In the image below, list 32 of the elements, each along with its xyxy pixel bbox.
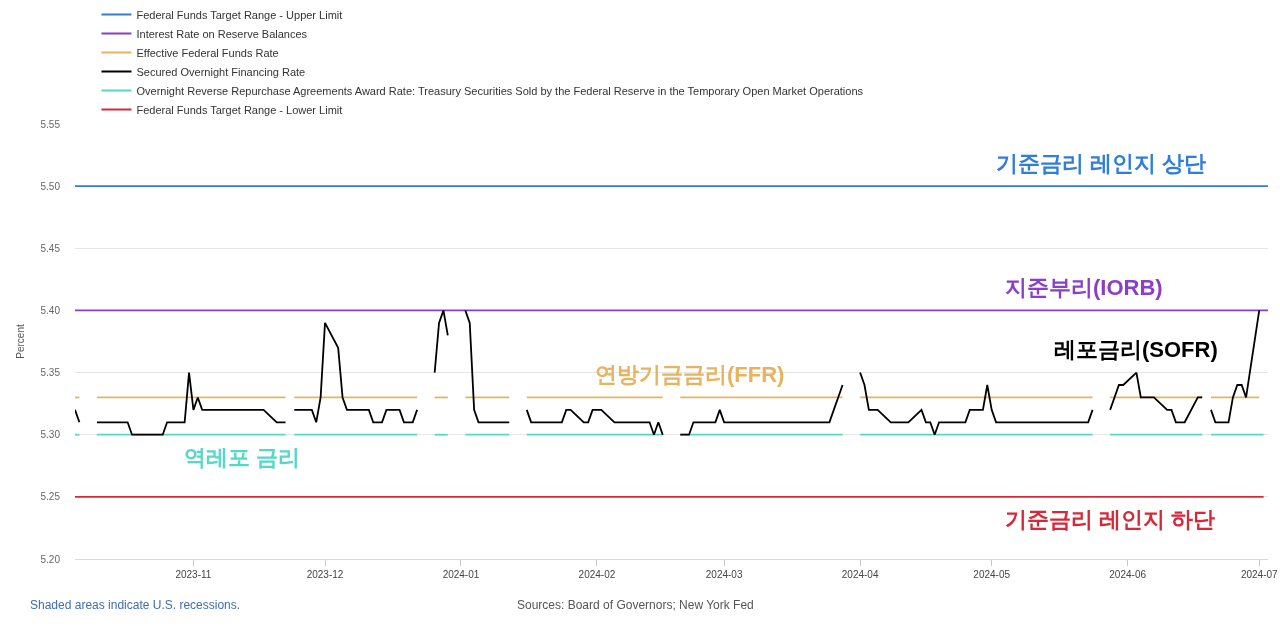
- annotation: 기준금리 레인지 상단: [996, 151, 1207, 176]
- x-tick-label: 2024-02: [578, 569, 616, 580]
- legend-label: Overnight Reverse Repurchase Agreements Award Rate: Treasury Securities Sold by the Federal Reserve in the Temporary Open Market Operations: [136, 84, 864, 97]
- x-tick-label: 2024-05: [973, 569, 1011, 580]
- x-tick-label: 2024-06: [1109, 569, 1147, 580]
- annotation: 역레포 금리: [184, 445, 301, 470]
- annotation: 연방기금금리(FFR): [595, 362, 785, 387]
- x-tick-label: 2024-01: [442, 569, 480, 580]
- x-tick-label: 2024-07: [1240, 569, 1279, 580]
- y-tick-label: 5.30: [40, 429, 61, 441]
- x-tick-label: 2024-04: [841, 569, 879, 580]
- annotation: 지준부리(IORB): [1005, 275, 1163, 300]
- y-tick-label: 5.45: [40, 242, 61, 254]
- y-tick-label: 5.35: [40, 367, 61, 379]
- text: Shaded areas indicate U.S. recessions.: [30, 598, 241, 612]
- legend-label: Federal Funds Target Range - Upper Limit: [136, 8, 343, 21]
- y-tick-label: 5.50: [40, 180, 61, 192]
- annotation: 기준금리 레인지 하단: [1005, 507, 1216, 532]
- x-tick-label: 2023-12: [306, 569, 344, 580]
- annotation: 레포금리(SOFR): [1054, 337, 1218, 362]
- legend-label: Federal Funds Target Range - Lower Limit: [136, 103, 343, 116]
- y-tick-label: 5.40: [40, 304, 61, 316]
- legend-label: Interest Rate on Reserve Balances: [136, 27, 308, 40]
- source-note: Sources: Board of Governors; New York Fed: [517, 598, 754, 612]
- legend-label: Secured Overnight Financing Rate: [136, 65, 306, 78]
- x-tick-label: 2023-11: [175, 569, 212, 580]
- y-tick-label: 5.55: [40, 118, 61, 130]
- y-tick-label: 5.20: [40, 553, 61, 565]
- legend-label: Effective Federal Funds Rate: [136, 46, 279, 59]
- y-tick-label: 5.25: [40, 491, 61, 503]
- y-axis-title: Percent: [14, 324, 26, 359]
- x-tick-label: 2024-03: [705, 569, 743, 580]
